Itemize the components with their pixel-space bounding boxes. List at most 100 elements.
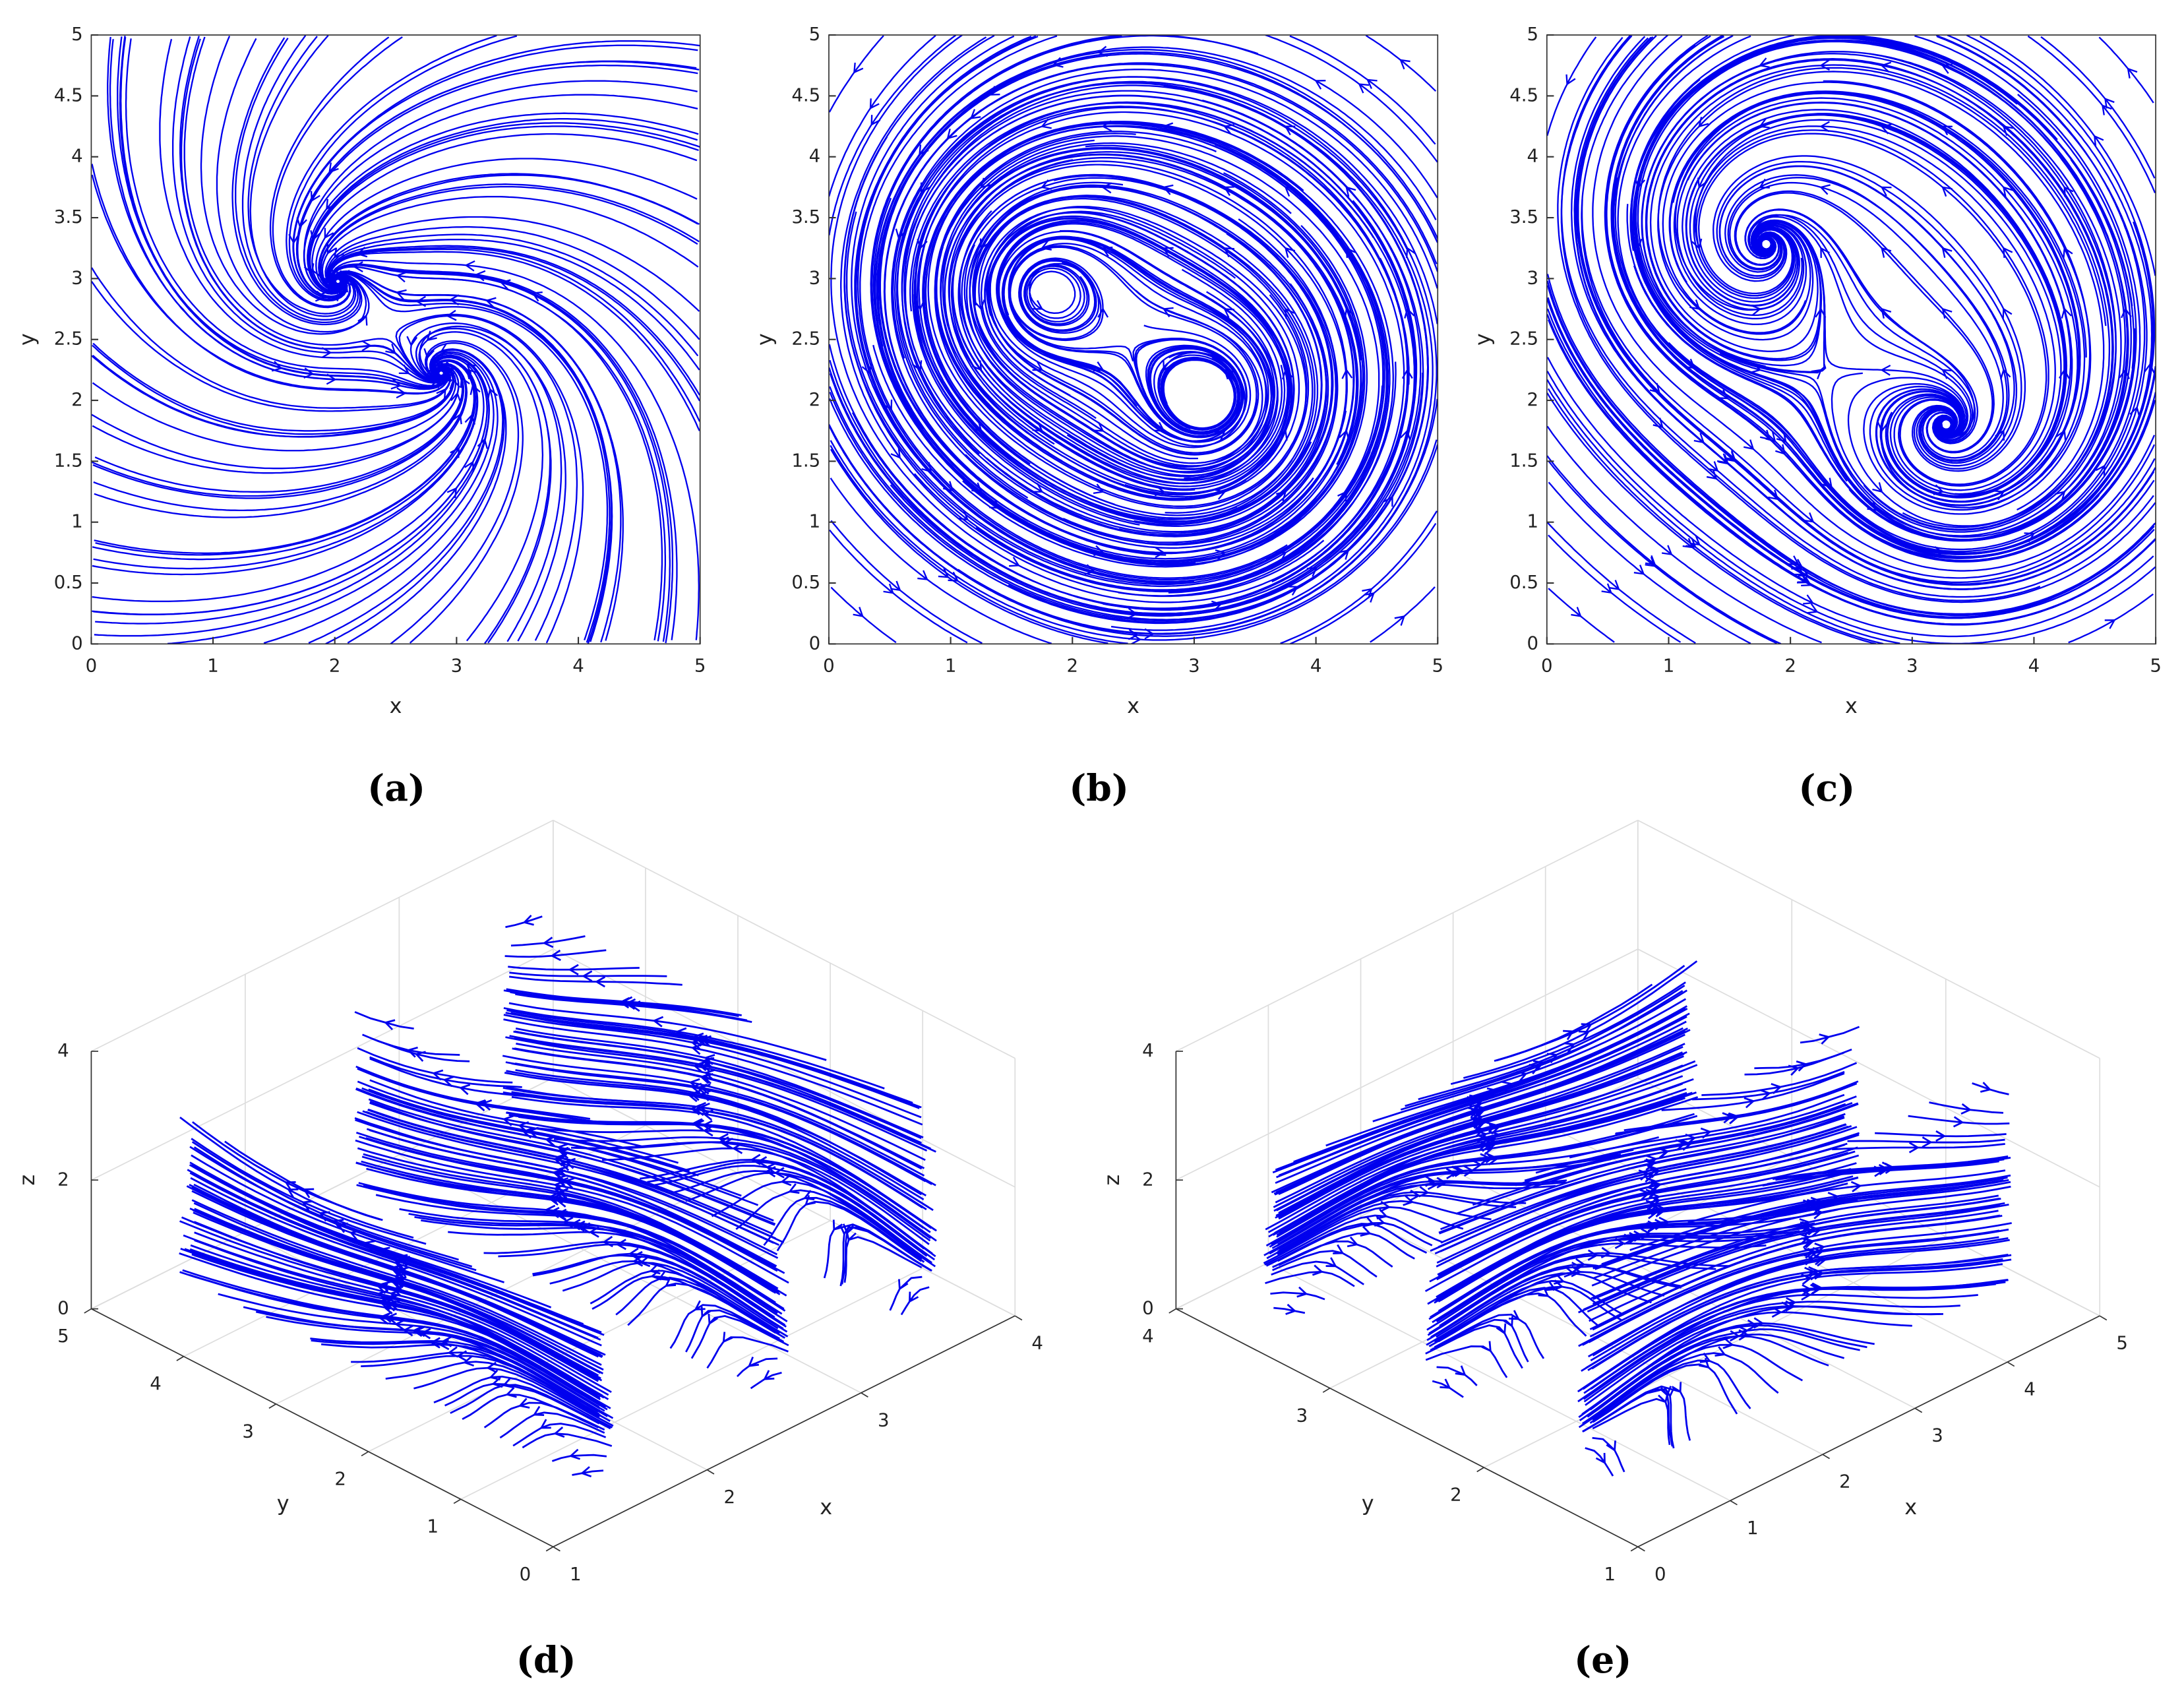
streamline <box>505 1061 926 1183</box>
stream-arrow <box>890 448 901 459</box>
streamline <box>735 1189 923 1260</box>
stream-arrow <box>1565 74 1576 86</box>
x-axis-label: x <box>1127 693 1139 718</box>
stream-arrow <box>774 1167 785 1179</box>
stream-arrow <box>580 1222 591 1234</box>
grid-line <box>1483 1236 1947 1468</box>
stream-arrow <box>1649 383 1660 394</box>
streamline <box>1583 1305 1943 1403</box>
streamline <box>179 1117 414 1239</box>
y-tick-label: 2 <box>1450 1484 1462 1506</box>
y-axis-label: y <box>1470 333 1495 346</box>
y-tick-label: 1.5 <box>791 449 820 471</box>
streamline <box>508 1002 827 1061</box>
y-tick-label: 3 <box>809 266 821 288</box>
stream-arrow <box>1032 300 1044 310</box>
stream-arrow <box>1162 247 1174 257</box>
stream-arrow <box>702 1073 713 1084</box>
stream-arrow <box>429 1337 440 1349</box>
stream-arrow <box>378 1313 390 1325</box>
stream-arrow <box>1223 247 1235 258</box>
streamline <box>1575 126 2156 584</box>
stream-arrow <box>1571 607 1582 617</box>
stream-arrow <box>361 340 372 352</box>
stream-arrow <box>1775 444 1786 455</box>
stream-arrow <box>448 294 460 306</box>
streamline <box>823 1223 932 1279</box>
stream-arrow <box>502 1377 514 1388</box>
x-tick-label: 4 <box>2024 1378 2036 1400</box>
stream-arrow <box>748 1356 759 1367</box>
streamline <box>1691 1070 1845 1101</box>
streamline <box>1875 1132 2007 1138</box>
stream-arrow <box>1529 1063 1540 1074</box>
stream-arrow <box>1360 1225 1372 1237</box>
stream-arrow <box>1747 1319 1758 1331</box>
stream-arrow <box>765 1162 777 1174</box>
x-tick-label: 3 <box>451 654 463 676</box>
streamline <box>1280 510 1438 644</box>
stream-arrow <box>1661 545 1673 555</box>
x-tick-label: 5 <box>694 654 706 676</box>
stream-arrow <box>1436 1177 1447 1188</box>
x-tick-label: 3 <box>1188 654 1200 676</box>
streamline <box>483 1401 605 1431</box>
stream-arrow <box>699 1102 710 1114</box>
streamline <box>828 82 1429 625</box>
streamline <box>502 1055 925 1177</box>
stream-arrow <box>324 228 334 239</box>
stream-arrow <box>883 583 894 594</box>
stream-arrow <box>699 1083 711 1095</box>
z-axis-label: z <box>1099 1175 1124 1186</box>
stream-arrow <box>1765 431 1776 443</box>
streamline <box>512 1423 607 1447</box>
y-tick-label: 2.5 <box>1509 328 1538 350</box>
stream-arrow <box>1953 1116 1964 1128</box>
stream-arrow <box>1358 83 1370 94</box>
stream-arrow <box>853 607 864 617</box>
streamline <box>572 1469 604 1476</box>
streamline <box>859 35 1288 579</box>
streamline <box>286 35 497 302</box>
y-tick-label: 1.5 <box>1509 449 1538 471</box>
stream-arrow <box>1041 118 1052 129</box>
streamline <box>1557 36 2156 603</box>
stream-arrow <box>1759 1089 1771 1101</box>
streamline <box>354 1011 414 1030</box>
panel-label: (c) <box>1798 767 1855 810</box>
streamline <box>1832 1143 2005 1151</box>
streamline <box>1546 280 2156 615</box>
stream-arrow <box>649 1263 661 1275</box>
stream-arrow <box>1399 59 1410 70</box>
stream-arrow <box>2063 247 2073 259</box>
x-tick-label: 3 <box>878 1409 890 1430</box>
axis-line <box>91 1308 554 1548</box>
stream-arrow <box>861 363 872 375</box>
streamline <box>1581 199 2156 579</box>
streamline <box>1432 1227 1806 1324</box>
streamline <box>1585 1311 1912 1406</box>
stream-arrow <box>1980 1082 1992 1093</box>
stream-arrow <box>539 1419 551 1429</box>
stream-arrow <box>1563 1030 1575 1041</box>
stream-arrow <box>545 1135 557 1147</box>
y-tick-label: 5 <box>71 23 83 45</box>
stream-arrow <box>1645 1188 1657 1200</box>
y-tick-label: 4.5 <box>791 84 820 106</box>
y-tick-label: 5 <box>57 1325 69 1347</box>
streamline <box>1271 1260 1364 1285</box>
stream-arrow <box>1768 489 1779 501</box>
x-tick <box>2099 1315 2108 1321</box>
x-tick <box>1914 1407 1923 1413</box>
stream-arrow <box>1093 421 1105 432</box>
stream-arrow <box>2063 186 2074 197</box>
stream-arrow <box>402 1324 413 1337</box>
streamline <box>506 1070 926 1197</box>
streamline <box>1546 371 2156 644</box>
stream-arrow <box>1707 461 1719 472</box>
streamline <box>351 1351 600 1415</box>
streamline <box>355 1139 789 1284</box>
streamline <box>180 38 446 383</box>
stream-arrow <box>974 299 985 311</box>
